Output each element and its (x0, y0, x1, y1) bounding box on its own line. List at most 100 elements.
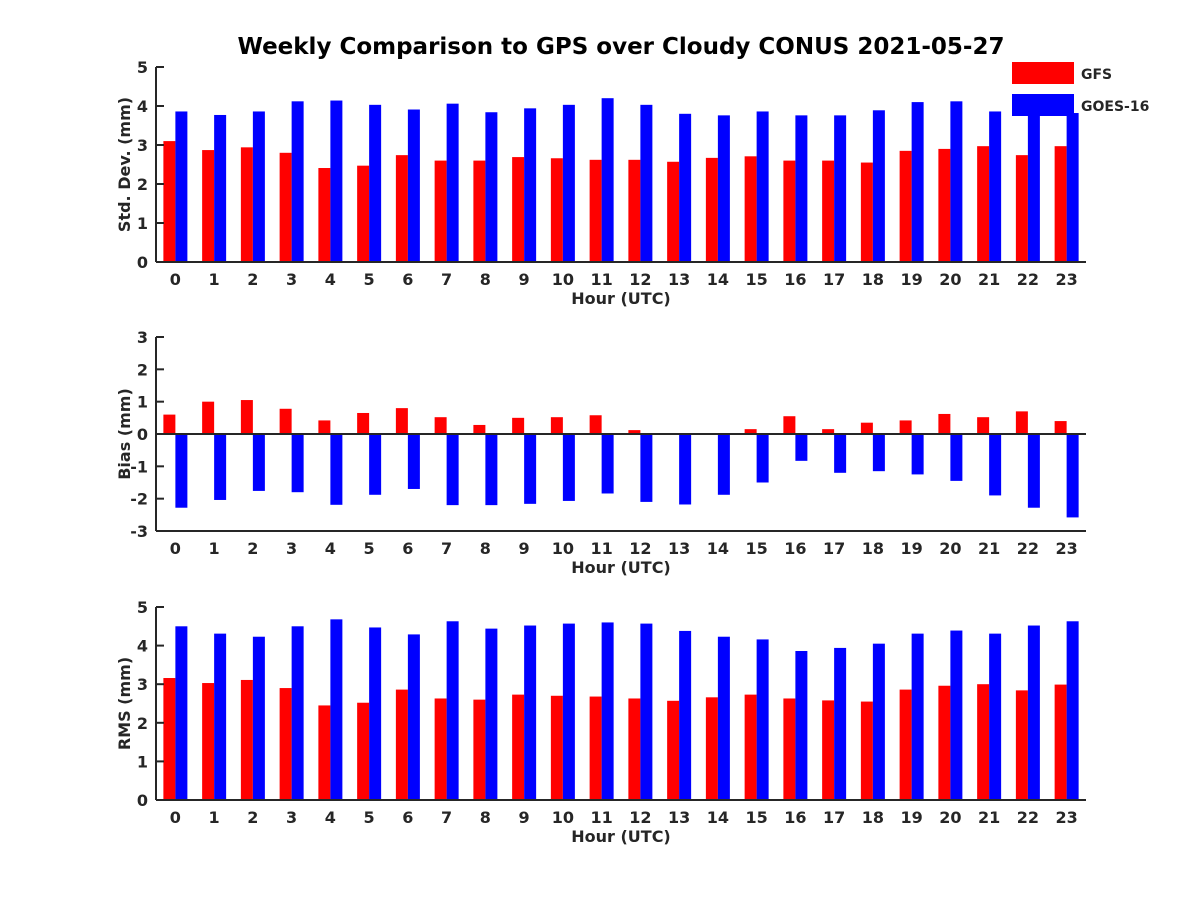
rms-x-tick-label: 22 (1017, 808, 1039, 827)
std-dev-x-tick-label: 1 (209, 270, 220, 289)
std-dev-y-tick-label: 4 (137, 97, 148, 116)
bias-x-tick-label: 16 (784, 539, 806, 558)
rms-y-tick-label: 5 (137, 598, 148, 617)
bias-bar-goes16-16 (795, 434, 808, 461)
std-dev-bar-gfs-17 (822, 160, 835, 262)
std-dev-x-tick-label: 9 (519, 270, 530, 289)
bias-x-tick-label: 1 (209, 539, 220, 558)
std-dev-bar-goes16-19 (911, 102, 924, 262)
std-dev-x-tick-label: 14 (707, 270, 729, 289)
bias-x-tick-label: 21 (978, 539, 1000, 558)
rms-bar-goes16-14 (717, 636, 730, 800)
std-dev-bar-goes16-6 (407, 109, 420, 262)
rms-bar-goes16-13 (679, 630, 692, 800)
std-dev-y-tick-label: 5 (137, 58, 148, 77)
std-dev-x-tick-label: 21 (978, 270, 1000, 289)
rms-x-tick-label: 7 (441, 808, 452, 827)
bias-bar-goes16-5 (369, 434, 382, 495)
std-dev-bar-gfs-1 (202, 150, 215, 262)
std-dev-bar-goes16-14 (717, 115, 730, 262)
bias-bar-goes16-21 (989, 434, 1002, 496)
rms-y-axis-label: RMS (mm) (115, 657, 134, 750)
rms-bar-goes16-16 (795, 651, 808, 800)
std-dev-bar-goes16-4 (330, 100, 343, 262)
std-dev-bar-gfs-13 (667, 161, 680, 262)
std-dev-bar-gfs-21 (977, 146, 990, 262)
bias-x-tick-label: 3 (286, 539, 297, 558)
rms-x-tick-label: 15 (745, 808, 767, 827)
bias-bar-gfs-7 (434, 417, 447, 434)
std-dev-bar-gfs-22 (1015, 155, 1028, 262)
std-dev-y-tick-label: 0 (137, 253, 148, 272)
bias-bar-goes16-17 (834, 434, 847, 473)
std-dev-y-tick-label: 2 (137, 175, 148, 194)
std-dev-bar-goes16-9 (524, 108, 537, 262)
rms-x-tick-label: 10 (552, 808, 574, 827)
rms-x-tick-label: 16 (784, 808, 806, 827)
bias-y-tick-label: 0 (137, 425, 148, 444)
std-dev-bar-gfs-5 (357, 165, 370, 262)
bias-x-tick-label: 10 (552, 539, 574, 558)
rms-bar-goes16-21 (989, 633, 1002, 800)
legend: GFS GOES-16 (1012, 62, 1149, 116)
std-dev-x-tick-label: 15 (745, 270, 767, 289)
rms-x-tick-label: 5 (364, 808, 375, 827)
std-dev-bar-gfs-9 (512, 157, 525, 262)
std-dev-bar-goes16-21 (989, 111, 1002, 263)
std-dev-bar-goes16-22 (1027, 110, 1040, 263)
legend-swatch-gfs (1012, 62, 1074, 84)
rms-bar-goes16-22 (1027, 625, 1040, 800)
rms-bar-goes16-11 (601, 622, 614, 800)
rms-bar-goes16-6 (407, 634, 420, 800)
std-dev-x-tick-label: 18 (862, 270, 884, 289)
std-dev-x-tick-label: 11 (590, 270, 612, 289)
std-dev-bar-goes16-10 (562, 104, 575, 262)
std-dev-x-tick-label: 4 (325, 270, 336, 289)
rms-y-tick-label: 4 (137, 637, 148, 656)
bias-bar-goes16-11 (601, 434, 614, 494)
rms-bar-goes16-12 (640, 623, 653, 800)
bias-bar-goes16-4 (330, 434, 343, 505)
rms-bar-goes16-2 (252, 636, 265, 800)
rms-bar-gfs-22 (1015, 690, 1028, 800)
rms-x-tick-label: 17 (823, 808, 845, 827)
bias-bar-gfs-22 (1015, 411, 1028, 434)
rms-bar-goes16-3 (291, 626, 304, 800)
bias-x-tick-label: 18 (862, 539, 884, 558)
std-dev-bar-goes16-17 (834, 115, 847, 262)
std-dev-bar-gfs-6 (395, 155, 408, 262)
rms-bar-gfs-9 (512, 694, 525, 800)
bias-bar-gfs-0 (163, 414, 176, 434)
std-dev-x-axis-label: Hour (UTC) (571, 289, 671, 308)
bias-x-tick-label: 12 (629, 539, 651, 558)
rms-bar-goes16-9 (524, 625, 537, 800)
rms-bar-gfs-10 (550, 695, 563, 800)
rms-x-tick-label: 13 (668, 808, 690, 827)
bias-bar-gfs-17 (822, 429, 835, 434)
rms-y-tick-label: 2 (137, 714, 148, 733)
legend-label-gfs: GFS (1081, 67, 1112, 83)
bias-x-tick-label: 8 (480, 539, 491, 558)
rms-bar-gfs-7 (434, 698, 447, 800)
std-dev-x-tick-label: 0 (170, 270, 181, 289)
bias-bar-gfs-20 (938, 413, 951, 434)
bias-x-tick-label: 11 (590, 539, 612, 558)
rms-bar-gfs-12 (628, 698, 641, 800)
std-dev-x-tick-label: 16 (784, 270, 806, 289)
std-dev-x-tick-label: 2 (247, 270, 258, 289)
std-dev-bar-gfs-14 (705, 157, 718, 262)
bias-bar-gfs-8 (473, 424, 486, 434)
bias-bar-goes16-3 (291, 434, 304, 493)
std-dev-y-tick-label: 3 (137, 136, 148, 155)
bias-bar-gfs-3 (279, 408, 292, 434)
std-dev-bar-goes16-11 (601, 98, 614, 262)
std-dev-y-axis-label: Std. Dev. (mm) (115, 97, 134, 232)
rms-x-tick-label: 14 (707, 808, 729, 827)
rms-bar-gfs-19 (899, 689, 912, 800)
bias-bar-goes16-1 (214, 434, 227, 500)
rms-bar-gfs-13 (667, 700, 680, 800)
bias-bar-goes16-0 (175, 434, 188, 508)
std-dev-bar-gfs-8 (473, 160, 486, 262)
rms-bar-goes16-20 (950, 630, 963, 800)
